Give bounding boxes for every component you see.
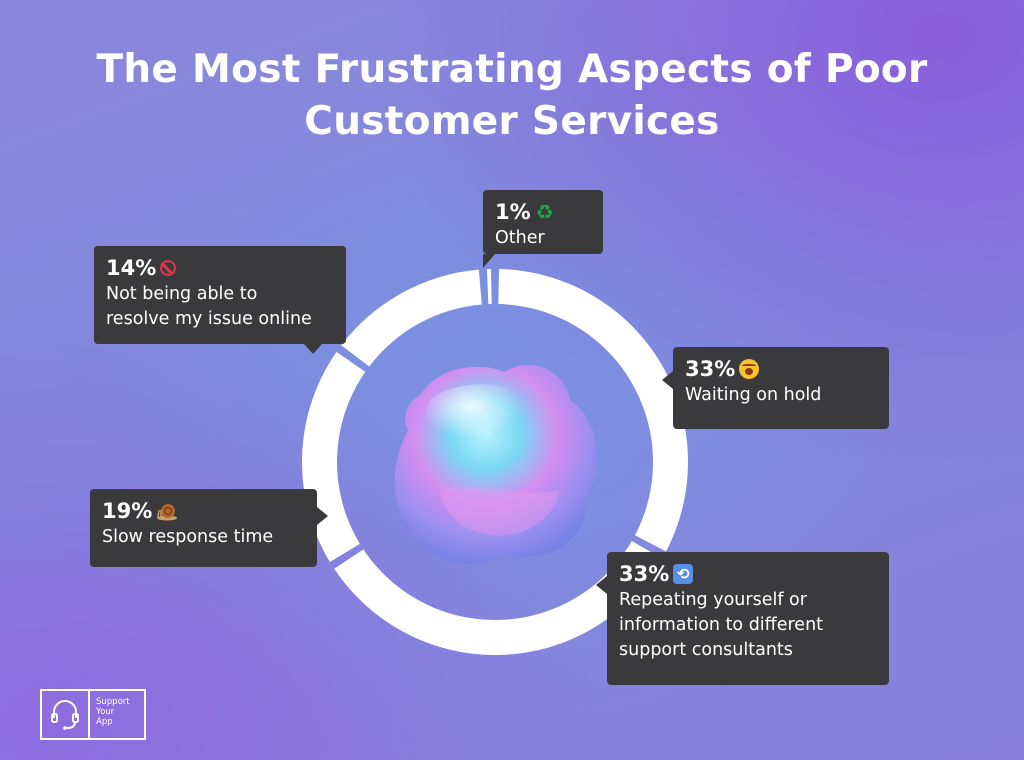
snail-icon (157, 504, 178, 521)
slice-label: Repeating yourself or information to dif… (619, 590, 824, 660)
page-title: The Most Frustrating Aspects of Poor Cus… (96, 47, 928, 144)
logo-wordmark: Support Your App (90, 691, 144, 738)
callout-pointer (317, 507, 328, 525)
callout-waiting-on-hold: 33% Waiting on hold (662, 347, 889, 429)
repeat-icon: ⟲ (673, 564, 694, 584)
donut-slice (486, 269, 492, 305)
slice-label: Waiting on hold (685, 385, 822, 405)
yawning-face-icon (739, 359, 760, 379)
callout-other: 1% ♻ Other (483, 190, 603, 268)
callout-repeating-yourself: 33% ⟲ Repeating yourself or information … (596, 552, 889, 685)
logo-line: Your (96, 707, 115, 717)
callout-slow-response-time: 19% Slow response time (90, 489, 328, 567)
slice-value-label: 14% (106, 256, 157, 280)
recycle-icon: ♻ (535, 200, 554, 224)
donut-slice (498, 269, 688, 552)
callout-pointer (662, 371, 673, 389)
slice-value-label: 19% (102, 499, 153, 523)
callout-pointer (596, 576, 607, 594)
slice-value-label: 33% (619, 562, 670, 586)
callout-pointer (304, 344, 322, 354)
support-your-app-logo: Support Your App (40, 689, 146, 740)
headset-icon (42, 691, 90, 738)
slice-label: Not being able to resolve my issue onlin… (106, 284, 312, 329)
donut-slice (341, 269, 482, 367)
no-entry-icon (160, 260, 177, 276)
slice-value-label: 33% (685, 357, 736, 381)
callout-resolve-online: 14% Not being able to resolve my issue o… (94, 246, 346, 354)
logo-line: App (96, 717, 113, 727)
slice-value-label: 1% (495, 200, 531, 224)
slice-label: Other (495, 228, 545, 248)
center-blob-illustration (394, 364, 597, 564)
slice-label: Slow response time (102, 527, 274, 547)
callout-pointer (483, 254, 495, 268)
logo-line: Support (96, 697, 130, 707)
donut-slice (334, 541, 663, 655)
